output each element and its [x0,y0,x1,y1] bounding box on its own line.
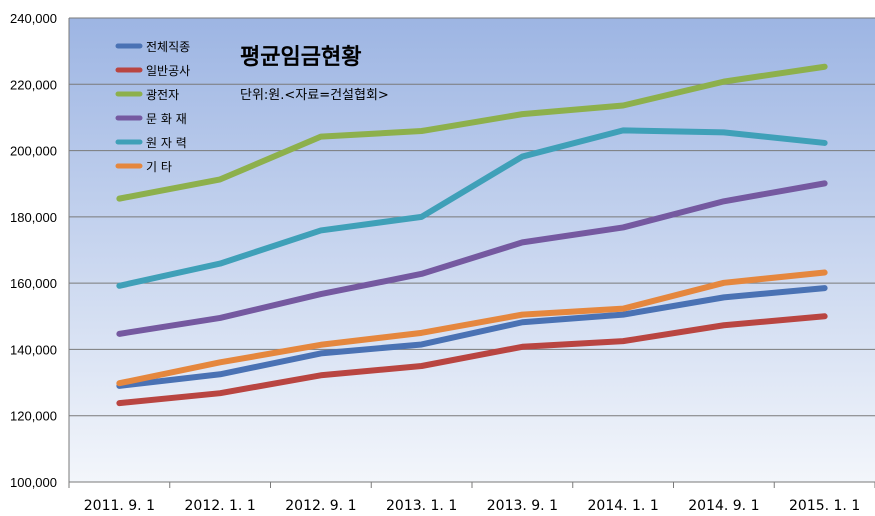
axes [68,18,875,488]
series-line [116,285,828,389]
x-tick-label: 2014. 1. 1 [588,498,659,514]
legend-label: 문 화 재 [146,112,187,126]
x-axis-ticks: 2011. 9. 1 2012. 1. 1 2012. 9. 1 2013. 1. 1… [84,498,861,514]
series-lines [116,63,828,407]
gridlines [69,17,875,417]
x-tick-label: 2013. 1. 1 [386,498,457,514]
series-line [116,180,828,337]
y-tick-label: 180,000 [10,210,57,225]
y-tick-label: 240,000 [10,11,57,26]
series-line [116,63,828,202]
y-tick-label: 200,000 [10,144,57,159]
legend-label: 전체직종 [146,40,190,54]
y-tick-label: 100,000 [10,475,57,490]
series-line [116,313,828,407]
x-tick-label: 2013. 9. 1 [487,498,558,514]
series-line [116,127,828,289]
x-tick-label: 2012. 9. 1 [285,498,356,514]
y-tick-label: 220,000 [10,77,57,92]
legend-label: 원 자 력 [146,136,187,150]
x-tick-label: 2015. 1. 1 [789,498,860,514]
series-line [116,269,828,387]
legend-label: 일반공사 [146,64,190,78]
x-tick-label: 2014. 9. 1 [688,498,759,514]
y-tick-label: 160,000 [10,276,57,291]
legend-label: 기 타 [146,160,172,174]
y-tick-label: 120,000 [10,409,57,424]
x-tick-label: 2011. 9. 1 [84,498,155,514]
y-tick-label: 140,000 [10,342,57,357]
chart-title: 평균임금현황 [240,45,361,70]
x-tick-label: 2012. 1. 1 [185,498,256,514]
legend-label: 광전자 [146,88,179,102]
plot-area [69,18,875,482]
y-axis-ticks: 100,000 120,000 140,000 160,000 180,000 200,0… [10,11,57,490]
chart-subtitle: 단위:원.<자료=건설협회> [240,88,389,103]
